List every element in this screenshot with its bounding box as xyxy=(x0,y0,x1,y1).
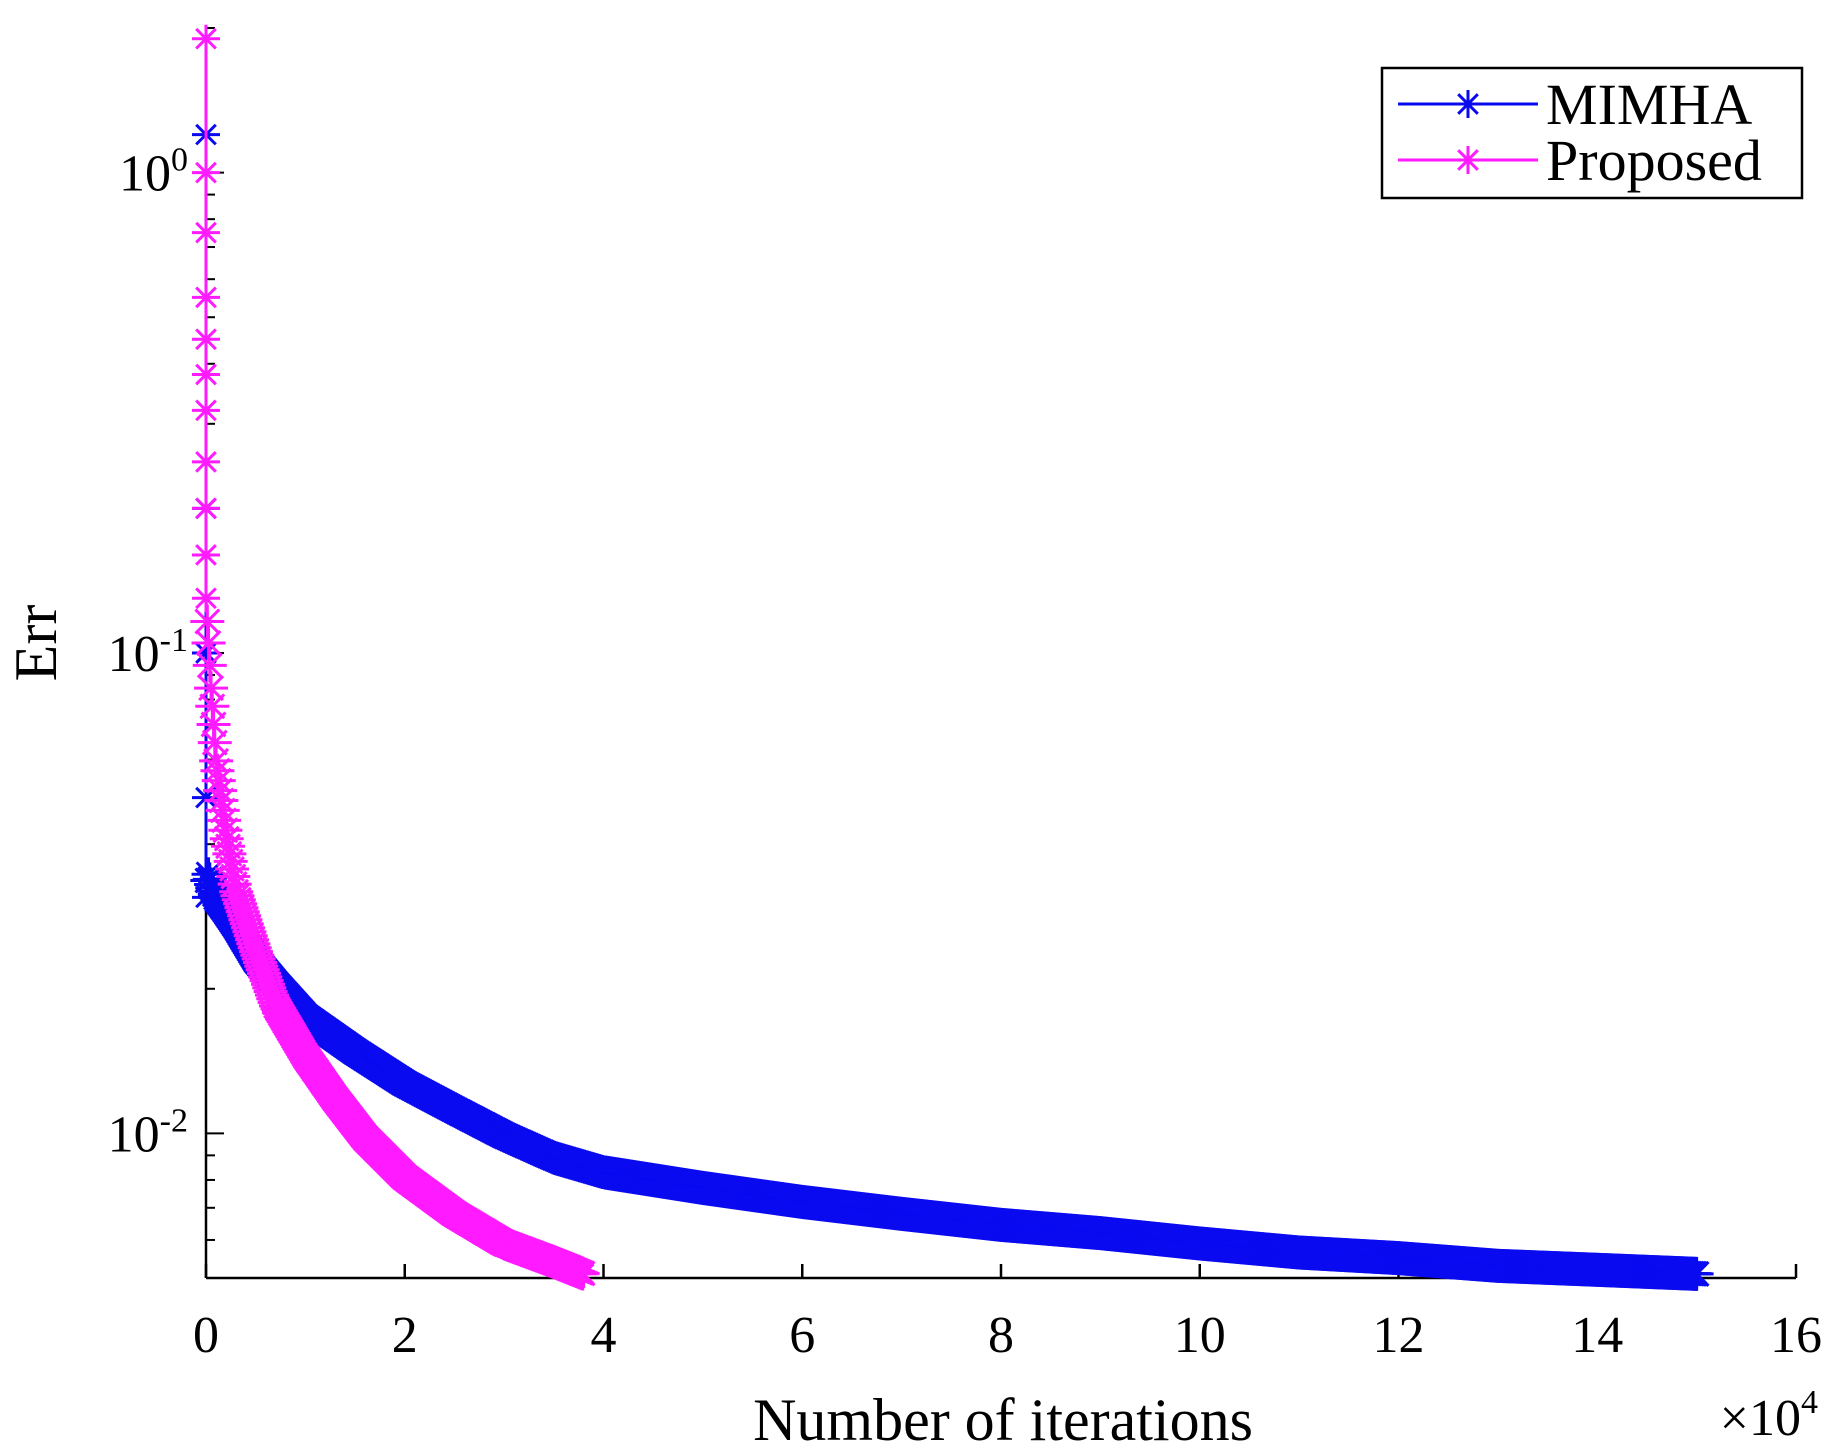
x-tick-label: 10 xyxy=(1174,1307,1226,1364)
legend-box xyxy=(1380,66,1804,200)
series-proposed xyxy=(190,24,600,1291)
series-layer xyxy=(190,24,1714,1291)
series-marker xyxy=(192,540,220,569)
y-tick-exponent: 0 xyxy=(171,142,188,179)
marker-band xyxy=(190,604,600,1291)
y-tick-exponent: -1 xyxy=(160,622,188,659)
y-tick-base: 10 xyxy=(108,1106,160,1163)
series-marker xyxy=(192,396,220,425)
x-tick-label: 14 xyxy=(1571,1307,1623,1364)
x-tick-label: 4 xyxy=(591,1307,617,1364)
x-multiplier-base: ×10 xyxy=(1720,1390,1801,1447)
y-axis-label: Err xyxy=(3,605,69,682)
series-marker xyxy=(192,24,220,53)
series-marker xyxy=(192,883,220,912)
x-tick-label: 8 xyxy=(988,1307,1014,1364)
series-marker xyxy=(192,158,220,187)
y-tick-label: 10-1 xyxy=(108,622,188,683)
legend-item-mimha: MIMHA xyxy=(1398,72,1752,137)
series-marker xyxy=(192,360,220,389)
x-tick-label: 16 xyxy=(1770,1307,1822,1364)
marker-band xyxy=(190,857,1714,1291)
series-mimha xyxy=(190,120,1714,1291)
x-multiplier-exponent: 4 xyxy=(1801,1384,1818,1421)
legend-item-proposed: Proposed xyxy=(1398,128,1762,193)
series-end-marker xyxy=(569,1259,598,1288)
series-marker xyxy=(192,218,220,247)
x-tick-label: 12 xyxy=(1373,1307,1425,1364)
series-marker xyxy=(192,584,220,613)
series-end-marker xyxy=(1682,1259,1711,1288)
legend-marker xyxy=(1454,146,1482,174)
series-marker xyxy=(192,283,220,312)
x-ticks: 0 2 4 6 8 10 12 14 16 xyxy=(193,1264,1822,1364)
y-tick-exponent: -2 xyxy=(160,1102,188,1139)
legend-label: Proposed xyxy=(1546,128,1762,193)
legend-label: MIMHA xyxy=(1546,72,1752,137)
y-tick-base: 10 xyxy=(119,146,171,203)
x-tick-label: 2 xyxy=(392,1307,418,1364)
y-tick-base: 10 xyxy=(108,626,160,683)
x-tick-label: 6 xyxy=(789,1307,815,1364)
y-tick-label: 100 xyxy=(119,142,188,203)
x-axis-label: Number of iterations xyxy=(753,1387,1253,1453)
series-marker xyxy=(192,447,220,476)
x-multiplier-label: ×104 xyxy=(1720,1384,1818,1447)
series-marker xyxy=(192,325,220,354)
x-tick-label: 0 xyxy=(193,1307,219,1364)
legend-marker xyxy=(1454,90,1482,118)
y-tick-label: 10-2 xyxy=(108,1102,188,1163)
series-marker xyxy=(192,494,220,523)
